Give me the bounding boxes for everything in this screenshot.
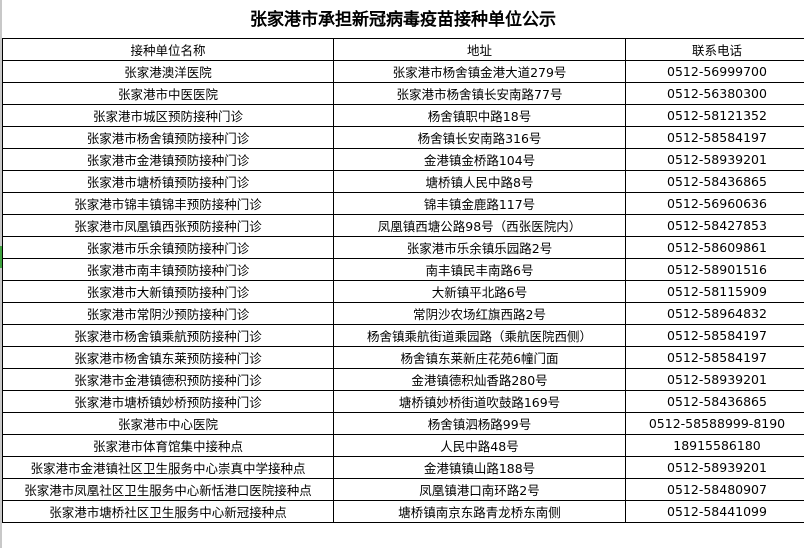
site-name-cell[interactable]: 张家港市杨舍镇预防接种门诊 xyxy=(2,126,334,149)
table-row: 张家港市凤凰镇西张预防接种门诊 凤凰镇西塘公路98号（西张医院内） 0512-584… xyxy=(2,214,804,237)
site-name-cell[interactable]: 张家港市金港镇德积预防接种门诊 xyxy=(2,368,334,391)
selected-row-indicator xyxy=(0,246,2,268)
phone-cell[interactable]: 0512-58588999-8190 xyxy=(625,412,804,435)
table-row: 张家港澳洋医院 张家港市杨舍镇金港大道279号 0512-56999700 xyxy=(2,60,804,83)
phone-cell[interactable]: 0512-58427853 xyxy=(625,214,804,237)
site-name-cell[interactable]: 张家港市塘桥镇预防接种门诊 xyxy=(2,170,334,193)
table-row: 张家港市凤凰社区卫生服务中心新恬港口医院接种点 凤凰镇港口南环路2号 0512-58… xyxy=(2,478,804,501)
table-row: 张家港市中心医院 杨舍镇泗杨路99号 0512-58588999-8190 xyxy=(2,412,804,435)
address-cell[interactable]: 杨舍镇泗杨路99号 xyxy=(333,412,626,435)
vaccination-sites-table: 接种单位名称 地址 联系电话 张家港澳洋医院 张家港市杨舍镇金港大道279号 051… xyxy=(2,38,804,523)
address-cell[interactable]: 大新镇平北路6号 xyxy=(333,280,626,303)
address-cell[interactable]: 金港镇德积灿香路280号 xyxy=(333,368,626,391)
phone-cell[interactable]: 0512-56960636 xyxy=(625,192,804,215)
site-name-cell[interactable]: 张家港市体育馆集中接种点 xyxy=(2,434,334,457)
column-header-name: 接种单位名称 xyxy=(2,38,334,61)
phone-cell[interactable]: 18915586180 xyxy=(625,434,804,457)
address-cell[interactable]: 锦丰镇金鹿路117号 xyxy=(333,192,626,215)
address-cell[interactable]: 张家港市杨舍镇长安南路77号 xyxy=(333,82,626,105)
site-name-cell[interactable]: 张家港澳洋医院 xyxy=(2,60,334,83)
table-row: 张家港市杨舍镇预防接种门诊 杨舍镇长安南路316号 0512-58584197 xyxy=(2,126,804,149)
address-cell[interactable]: 张家港市杨舍镇金港大道279号 xyxy=(333,60,626,83)
site-name-cell[interactable]: 张家港市凤凰社区卫生服务中心新恬港口医院接种点 xyxy=(2,478,334,501)
table-row: 张家港市体育馆集中接种点 人民中路48号 18915586180 xyxy=(2,434,804,457)
phone-cell[interactable]: 0512-58115909 xyxy=(625,280,804,303)
phone-cell[interactable]: 0512-58480907 xyxy=(625,478,804,501)
phone-cell[interactable]: 0512-58436865 xyxy=(625,170,804,193)
phone-cell[interactable]: 0512-56999700 xyxy=(625,60,804,83)
column-header-address: 地址 xyxy=(333,38,626,61)
site-name-cell[interactable]: 张家港市塘桥镇妙桥预防接种门诊 xyxy=(2,390,334,413)
column-header-phone: 联系电话 xyxy=(625,38,804,61)
table-row: 张家港市杨舍镇东莱预防接种门诊 杨舍镇东莱新庄花苑6幢门面 0512-5858419… xyxy=(2,346,804,369)
table-row: 张家港市塘桥镇妙桥预防接种门诊 塘桥镇妙桥街道吹鼓路169号 0512-584368… xyxy=(2,390,804,413)
site-name-cell[interactable]: 张家港市金港镇社区卫生服务中心崇真中学接种点 xyxy=(2,456,334,479)
address-cell[interactable]: 金港镇金桥路104号 xyxy=(333,148,626,171)
address-cell[interactable]: 金港镇镇山路188号 xyxy=(333,456,626,479)
table-row: 张家港市大新镇预防接种门诊 大新镇平北路6号 0512-58115909 xyxy=(2,280,804,303)
table-row: 张家港市城区预防接种门诊 杨舍镇职中路18号 0512-58121352 xyxy=(2,104,804,127)
phone-cell[interactable]: 0512-58939201 xyxy=(625,456,804,479)
address-cell[interactable]: 凤凰镇西塘公路98号（西张医院内） xyxy=(333,214,626,237)
address-cell[interactable]: 杨舍镇职中路18号 xyxy=(333,104,626,127)
phone-cell[interactable]: 0512-58939201 xyxy=(625,148,804,171)
phone-cell[interactable]: 0512-58121352 xyxy=(625,104,804,127)
table-row: 张家港市乐余镇预防接种门诊 张家港市乐余镇乐园路2号 0512-58609861 xyxy=(2,236,804,259)
site-name-cell[interactable]: 张家港市凤凰镇西张预防接种门诊 xyxy=(2,214,334,237)
address-cell[interactable]: 人民中路48号 xyxy=(333,434,626,457)
table-row: 张家港市金港镇预防接种门诊 金港镇金桥路104号 0512-58939201 xyxy=(2,148,804,171)
table-row: 张家港市金港镇社区卫生服务中心崇真中学接种点 金港镇镇山路188号 0512-589… xyxy=(2,456,804,479)
phone-cell[interactable]: 0512-58584197 xyxy=(625,346,804,369)
site-name-cell[interactable]: 张家港市杨舍镇乘航预防接种门诊 xyxy=(2,324,334,347)
address-cell[interactable]: 张家港市乐余镇乐园路2号 xyxy=(333,236,626,259)
address-cell[interactable]: 常阴沙农场红旗西路2号 xyxy=(333,302,626,325)
address-cell[interactable]: 塘桥镇人民中路8号 xyxy=(333,170,626,193)
phone-cell[interactable]: 0512-58609861 xyxy=(625,236,804,259)
site-name-cell[interactable]: 张家港市常阴沙预防接种门诊 xyxy=(2,302,334,325)
phone-cell[interactable]: 0512-58584197 xyxy=(625,324,804,347)
site-name-cell[interactable]: 张家港市中医医院 xyxy=(2,82,334,105)
table-row: 张家港市塘桥镇预防接种门诊 塘桥镇人民中路8号 0512-58436865 xyxy=(2,170,804,193)
site-name-cell[interactable]: 张家港市中心医院 xyxy=(2,412,334,435)
site-name-cell[interactable]: 张家港市金港镇预防接种门诊 xyxy=(2,148,334,171)
site-name-cell[interactable]: 张家港市塘桥社区卫生服务中心新冠接种点 xyxy=(2,500,334,523)
table-row: 张家港市常阴沙预防接种门诊 常阴沙农场红旗西路2号 0512-58964832 xyxy=(2,302,804,325)
table-row: 张家港市杨舍镇乘航预防接种门诊 杨舍镇乘航街道乘园路（乘航医院西侧） 0512-58… xyxy=(2,324,804,347)
site-name-cell[interactable]: 张家港市杨舍镇东莱预防接种门诊 xyxy=(2,346,334,369)
phone-cell[interactable]: 0512-58584197 xyxy=(625,126,804,149)
address-cell[interactable]: 杨舍镇乘航街道乘园路（乘航医院西侧） xyxy=(333,324,626,347)
address-cell[interactable]: 杨舍镇东莱新庄花苑6幢门面 xyxy=(333,346,626,369)
phone-cell[interactable]: 0512-58441099 xyxy=(625,500,804,523)
site-name-cell[interactable]: 张家港市城区预防接种门诊 xyxy=(2,104,334,127)
address-cell[interactable]: 南丰镇民丰南路6号 xyxy=(333,258,626,281)
phone-cell[interactable]: 0512-58436865 xyxy=(625,390,804,413)
address-cell[interactable]: 塘桥镇南京东路青龙桥东南侧 xyxy=(333,500,626,523)
address-cell[interactable]: 塘桥镇妙桥街道吹鼓路169号 xyxy=(333,390,626,413)
phone-cell[interactable]: 0512-58964832 xyxy=(625,302,804,325)
address-cell[interactable]: 凤凰镇港口南环路2号 xyxy=(333,478,626,501)
table-row: 张家港市南丰镇预防接种门诊 南丰镇民丰南路6号 0512-58901516 xyxy=(2,258,804,281)
phone-cell[interactable]: 0512-58901516 xyxy=(625,258,804,281)
page-title: 张家港市承担新冠病毒疫苗接种单位公示 xyxy=(250,10,556,30)
site-name-cell[interactable]: 张家港市锦丰镇锦丰预防接种门诊 xyxy=(2,192,334,215)
table-header-row: 接种单位名称 地址 联系电话 xyxy=(2,38,804,61)
table-row: 张家港市锦丰镇锦丰预防接种门诊 锦丰镇金鹿路117号 0512-56960636 xyxy=(2,192,804,215)
phone-cell[interactable]: 0512-58939201 xyxy=(625,368,804,391)
address-cell[interactable]: 杨舍镇长安南路316号 xyxy=(333,126,626,149)
site-name-cell[interactable]: 张家港市乐余镇预防接种门诊 xyxy=(2,236,334,259)
sheet-left-border xyxy=(0,0,2,548)
table-row: 张家港市金港镇德积预防接种门诊 金港镇德积灿香路280号 0512-58939201 xyxy=(2,368,804,391)
table-row: 张家港市中医医院 张家港市杨舍镇长安南路77号 0512-56380300 xyxy=(2,82,804,105)
site-name-cell[interactable]: 张家港市大新镇预防接种门诊 xyxy=(2,280,334,303)
site-name-cell[interactable]: 张家港市南丰镇预防接种门诊 xyxy=(2,258,334,281)
phone-cell[interactable]: 0512-56380300 xyxy=(625,82,804,105)
table-row: 张家港市塘桥社区卫生服务中心新冠接种点 塘桥镇南京东路青龙桥东南侧 0512-584… xyxy=(2,500,804,523)
